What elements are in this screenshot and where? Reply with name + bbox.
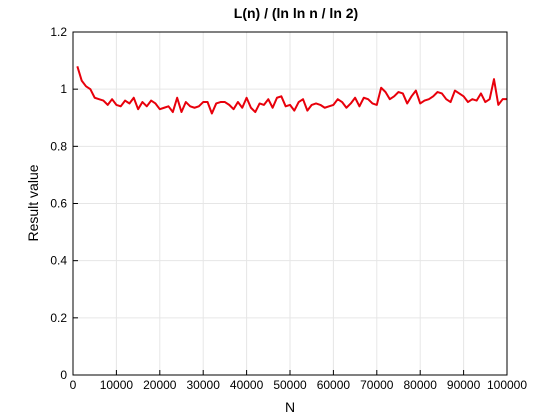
y-tick-label: 0 bbox=[60, 368, 67, 382]
x-tick-label: 0 bbox=[70, 378, 77, 392]
x-tick-label: 40000 bbox=[230, 378, 264, 392]
y-axis-label: Result value bbox=[25, 164, 41, 241]
series-line bbox=[76, 66, 507, 115]
gridlines bbox=[72, 31, 508, 376]
x-tick-label: 20000 bbox=[143, 378, 177, 392]
y-tick-label: 0.6 bbox=[50, 197, 67, 211]
y-tick-label: 0.8 bbox=[50, 139, 67, 153]
y-tick-label: 1 bbox=[60, 82, 67, 96]
plot-frame bbox=[72, 31, 508, 376]
x-tick-label: 50000 bbox=[273, 378, 307, 392]
x-tick-label: 70000 bbox=[360, 378, 394, 392]
series-layer bbox=[76, 66, 507, 115]
y-tick-label: 0.4 bbox=[50, 254, 67, 268]
x-tick-label: 30000 bbox=[187, 378, 221, 392]
x-tick-label: 100000 bbox=[487, 378, 527, 392]
chart-title: L(n) / (ln ln n / ln 2) bbox=[234, 5, 358, 21]
axis-ticks: 0 10000 20000 30000 40000 50000 60000 70000 8000… bbox=[50, 25, 527, 392]
x-tick-label: 90000 bbox=[447, 378, 481, 392]
x-axis-label: N bbox=[285, 399, 295, 415]
y-tick-label: 1.2 bbox=[50, 25, 67, 39]
x-tick-label: 10000 bbox=[100, 378, 134, 392]
y-tick-label: 0.2 bbox=[50, 311, 67, 325]
x-tick-label: 60000 bbox=[317, 378, 351, 392]
x-tick-label: 80000 bbox=[404, 378, 438, 392]
